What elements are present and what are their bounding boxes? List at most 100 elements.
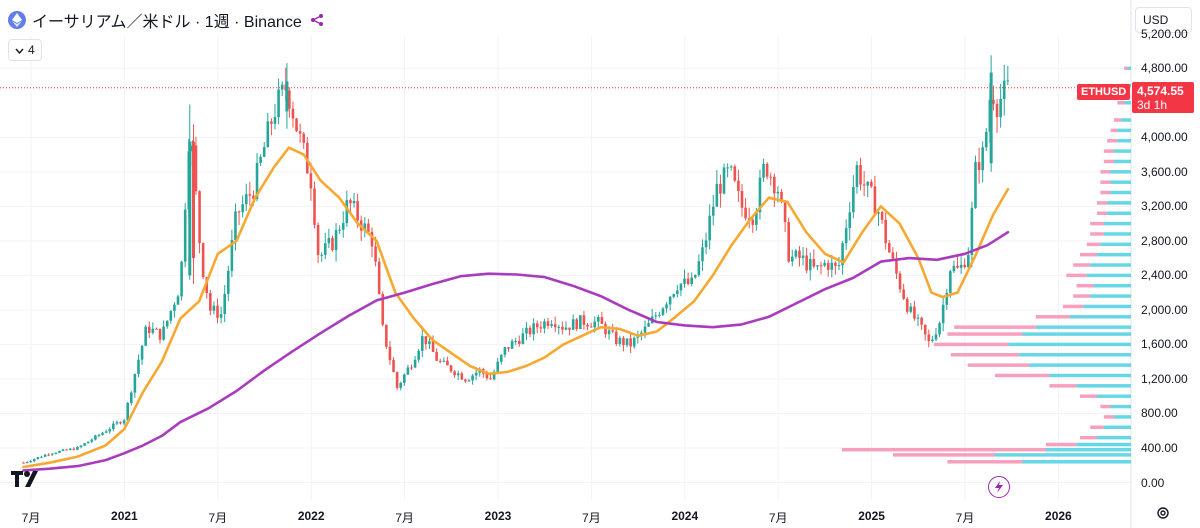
y-tick-label: 0.00 (1141, 475, 1165, 490)
volume-profile-bar-up (1114, 159, 1131, 164)
volume-profile-bar-down (1073, 294, 1091, 298)
volume-profile-bar-down (1090, 221, 1104, 226)
candle-down (388, 346, 392, 361)
tradingview-logo-icon[interactable] (11, 469, 43, 492)
candle-up (496, 361, 500, 372)
indicator-count: 4 (28, 43, 35, 57)
volume-profile-bar-up (1018, 353, 1131, 357)
candle-up (137, 359, 140, 374)
candle-down (237, 211, 241, 213)
candle-up (140, 345, 144, 360)
candle-down (446, 360, 449, 366)
candle-down (356, 201, 359, 221)
volume-profile-bar-up (1107, 211, 1131, 215)
lightning-icon[interactable] (988, 476, 1010, 498)
candle-up (676, 290, 679, 295)
candle-up (1006, 80, 1010, 82)
volume-profile-bar-down (947, 332, 1023, 336)
volume-profile-bar-down (947, 460, 1023, 464)
candle-up (640, 332, 643, 335)
candle-up (823, 262, 826, 266)
candle-up (550, 324, 553, 326)
candle-up (115, 422, 119, 424)
candle-down (438, 360, 442, 362)
volume-profile-bar-down (1100, 190, 1111, 195)
candle-up (285, 81, 289, 112)
candle-down (819, 265, 823, 267)
candle-up (467, 380, 471, 382)
candle-down (395, 372, 399, 388)
candle-up (43, 454, 47, 457)
candle-up (762, 163, 765, 178)
candle-up (938, 323, 941, 335)
candle-up (632, 337, 636, 347)
volume-profile-bar-up (1049, 373, 1131, 378)
candle-down (920, 317, 923, 325)
volume-profile-bar-up (1090, 263, 1131, 267)
candle-up (83, 443, 86, 446)
candle-down (751, 219, 755, 225)
volume-profile-bar-down (967, 363, 1029, 367)
indicator-toggle[interactable]: 4 (8, 39, 42, 61)
candle-up (941, 304, 945, 324)
volume-profile-bar-down (1107, 139, 1118, 143)
candle-down (575, 319, 579, 329)
volume-profile-bar-down (1097, 201, 1108, 205)
y-tick-label: 1,200.00 (1141, 371, 1188, 386)
candle-down (47, 454, 50, 456)
candle-up (658, 314, 661, 316)
candle-up (934, 334, 938, 340)
volume-profile-bar-down (1086, 242, 1101, 247)
candle-down (859, 165, 862, 185)
currency-button[interactable]: USD (1135, 7, 1192, 33)
candle-down (270, 121, 273, 124)
candle-up (162, 326, 165, 340)
share-icon[interactable] (308, 11, 326, 29)
candle-up (841, 243, 844, 266)
candle-down (119, 422, 122, 424)
candle-up (974, 162, 977, 208)
candle-up (86, 441, 90, 444)
ethereum-icon (8, 11, 26, 29)
candle-up (665, 304, 668, 309)
candle-down (528, 327, 532, 335)
candle-down (517, 340, 521, 344)
candle-down (884, 219, 887, 244)
volume-profile-bar-up (1008, 342, 1131, 347)
candle-up (697, 261, 701, 275)
candle-up (715, 183, 719, 207)
volume-profile-bar-down (995, 373, 1050, 378)
volume-profile-bar-down (1076, 283, 1094, 288)
volume-profile-bar-down (954, 325, 1036, 329)
candle-up (226, 270, 230, 294)
candle-down (963, 264, 967, 268)
candle-down (485, 373, 489, 379)
symbol-label: ETHUSD (1081, 86, 1127, 98)
candle-down (898, 273, 902, 290)
bar-countdown: 3d 1h (1137, 98, 1168, 112)
candle-up (399, 382, 403, 388)
candle-up (661, 308, 665, 315)
candle-up (101, 432, 104, 435)
candle-down (553, 324, 557, 328)
volume-profile-bar-down (933, 342, 1009, 347)
candle-up (104, 431, 108, 433)
candle-up (952, 265, 956, 272)
candle-down (431, 341, 435, 352)
candle-down (589, 326, 593, 328)
candle-down (862, 184, 866, 186)
candle-up (341, 223, 345, 230)
candle-up (126, 402, 130, 421)
candle-down (209, 293, 212, 311)
volume-profile-bar-up (1076, 384, 1131, 388)
candle-up (129, 392, 133, 403)
candle-up (1002, 80, 1006, 99)
settings-icon[interactable] (1156, 506, 1170, 525)
candle-up (76, 446, 79, 450)
volume-profile-bar-up (1117, 128, 1131, 133)
volume-profile-bar-up (1090, 294, 1131, 298)
symbol-tag: ETHUSD (1077, 84, 1131, 100)
candle-up (255, 162, 259, 200)
volume-profile-bar-up (1110, 404, 1131, 409)
